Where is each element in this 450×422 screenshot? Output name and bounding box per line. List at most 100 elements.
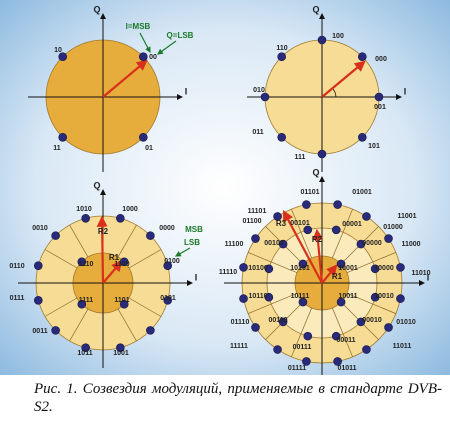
constellation-point — [370, 292, 380, 302]
point-label: 01100 — [242, 218, 261, 225]
point-label: 00001 — [342, 221, 362, 228]
point-label: 11011 — [393, 343, 412, 350]
constellation-point — [251, 323, 260, 332]
point-label: 111 — [295, 154, 306, 161]
point-label: 00111 — [293, 344, 312, 351]
constellation-point — [163, 296, 173, 305]
constellation-point — [336, 297, 346, 307]
constellation-point — [396, 294, 405, 303]
point-label: 0000 — [159, 225, 175, 232]
constellation-point — [358, 52, 367, 61]
constellation-point — [278, 317, 288, 327]
point-label: 10000 — [374, 265, 394, 272]
point-label: 010 — [253, 87, 265, 94]
constellation-point — [139, 133, 148, 142]
radius-arrow — [96, 215, 108, 284]
point-label: 11001 — [397, 213, 416, 220]
constellation-point — [333, 200, 342, 209]
constellation-point — [298, 259, 308, 269]
constellation-point — [302, 357, 311, 366]
point-label: 01101 — [300, 189, 319, 196]
constellation-point — [370, 264, 380, 274]
constellation-point — [317, 35, 327, 45]
sector-line — [128, 249, 162, 269]
point-label: 00010 — [362, 317, 382, 324]
i-label: I — [195, 272, 198, 282]
q-label: Q — [312, 4, 319, 14]
point-label: 11101 — [248, 208, 267, 215]
point-label: 101 — [368, 143, 380, 150]
constellation-point — [139, 52, 148, 61]
point-label: 01111 — [288, 365, 306, 372]
sector-line — [69, 308, 89, 342]
sector-line — [117, 308, 137, 342]
point-label: 0011 — [32, 328, 47, 335]
i-label: I — [427, 272, 430, 282]
point-label: 00000 — [362, 240, 382, 247]
sector-line — [247, 293, 298, 314]
q-label: Q — [93, 180, 100, 190]
constellation-point — [358, 133, 367, 142]
constellation-point — [303, 225, 313, 235]
point-label: 01001 — [352, 189, 372, 196]
annotation: R2 — [98, 227, 109, 236]
point-label: 001 — [374, 104, 386, 111]
constellation-point — [264, 264, 274, 274]
constellation-point — [146, 231, 155, 240]
point-label: 011 — [252, 129, 263, 136]
point-label: 11 — [53, 145, 61, 152]
constellation-point — [77, 299, 87, 309]
caption: Рис. 1. Созвездия модуляций, применяемые… — [34, 381, 442, 415]
point-label: 11100 — [225, 241, 244, 248]
constellation-point — [336, 259, 346, 269]
constellation-point — [277, 133, 286, 142]
constellation-point — [396, 263, 405, 272]
point-label: 01010 — [396, 319, 416, 326]
sector-line — [346, 252, 397, 273]
sector-line — [291, 307, 312, 358]
annotation: R1 — [109, 253, 120, 262]
radius-arrow — [312, 228, 324, 284]
point-label: 00 — [149, 54, 157, 61]
constellation-point — [81, 343, 90, 353]
constellation-point — [298, 297, 308, 307]
sector-line — [291, 208, 312, 259]
constellation-point — [264, 292, 274, 302]
point-label: 0010 — [32, 225, 48, 232]
constellation-point — [356, 239, 366, 249]
annotation: MSB — [185, 225, 203, 234]
sector-line — [346, 293, 397, 314]
point-label: 10111 — [291, 293, 310, 300]
point-label: 10101 — [290, 265, 310, 272]
sector-line — [332, 208, 353, 259]
constellation-point — [239, 294, 248, 303]
annotation-arrow — [139, 32, 151, 54]
annotation-arrow — [174, 247, 191, 257]
constellation-point — [51, 231, 60, 240]
point-label: 1100 — [114, 261, 129, 268]
annotation: R3 — [276, 219, 287, 228]
point-label: 0110 — [9, 263, 24, 270]
point-label: 00100 — [264, 240, 284, 247]
constellation-point — [163, 261, 173, 270]
constellation-point — [384, 234, 393, 243]
constellation-point — [251, 234, 260, 243]
point-label: 01011 — [337, 365, 356, 372]
radius-arrow — [321, 60, 366, 98]
constellation-point — [119, 257, 129, 267]
constellation-point — [278, 239, 288, 249]
constellation-point — [374, 92, 384, 102]
point-label: 00101 — [290, 220, 310, 227]
annotation-arrow — [157, 40, 177, 55]
sector-line — [247, 252, 298, 273]
constellation-point — [356, 317, 366, 327]
point-label: 10100 — [248, 265, 268, 272]
point-label: 1111 — [79, 297, 94, 304]
i-label: I — [185, 86, 188, 96]
point-label: 00011 — [336, 337, 355, 344]
sector-line — [44, 297, 78, 317]
point-label: 00110 — [268, 317, 287, 324]
annotation: R2 — [312, 235, 323, 244]
